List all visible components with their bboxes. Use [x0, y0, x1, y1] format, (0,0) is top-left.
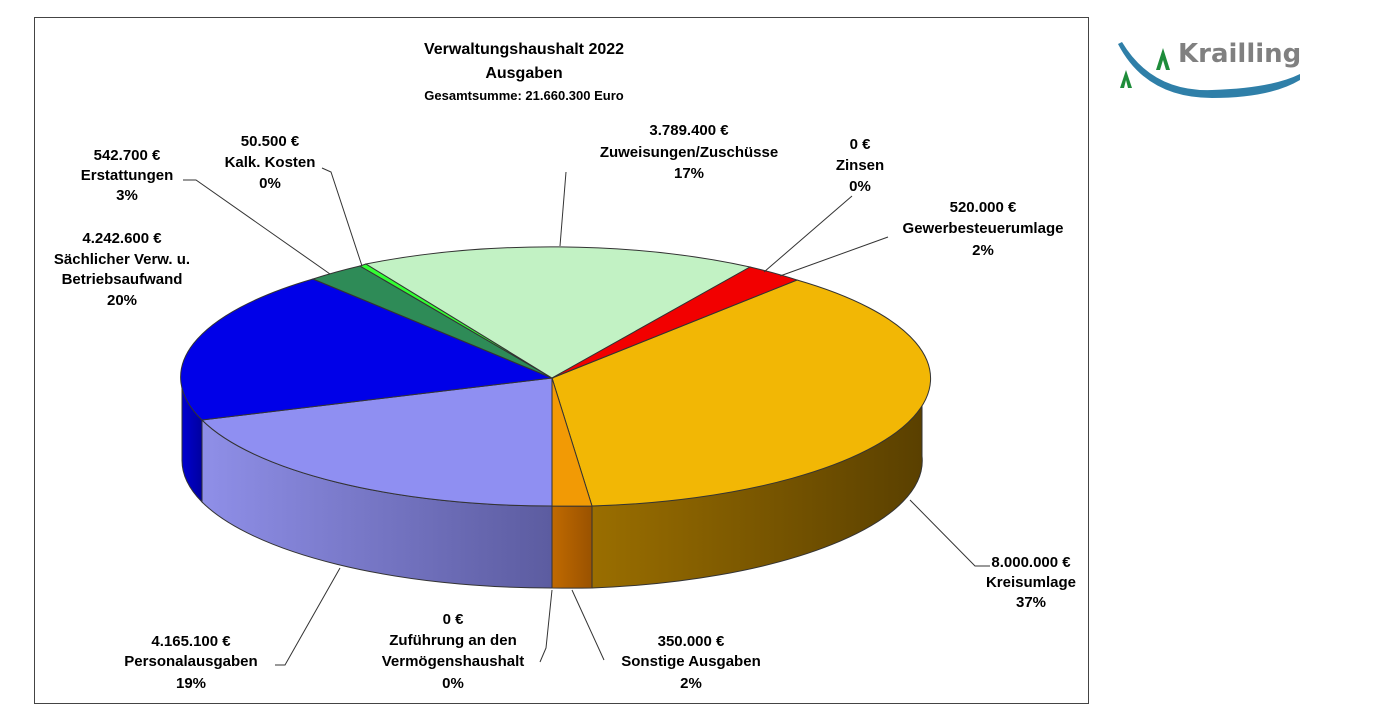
label-percent: 20% — [107, 292, 137, 309]
logo-tree-left — [1120, 70, 1132, 88]
chart-title: Verwaltungshaushalt 2022 — [424, 41, 624, 58]
label-percent: 0% — [442, 675, 464, 692]
leader-personal — [275, 567, 341, 666]
label-sonstige: 350.000 € Sonstige Ausgaben 2% — [621, 633, 760, 692]
leader-kalk — [321, 167, 363, 267]
label-percent: 0% — [259, 175, 281, 192]
leader-zinsen — [763, 195, 853, 273]
label-name-2: Vermögenshaushalt — [382, 653, 525, 670]
label-percent: 0% — [849, 178, 871, 195]
label-name: Kalk. Kosten — [225, 154, 316, 171]
leader-kreisumlage — [909, 499, 990, 567]
label-name: Personalausgaben — [124, 653, 257, 670]
label-name: Erstattungen — [81, 167, 174, 184]
label-zuweisungen: 3.789.400 € Zuweisungen/Zuschüsse 17% — [600, 122, 778, 182]
label-percent: 2% — [680, 675, 702, 692]
label-name: Kreisumlage — [986, 574, 1076, 591]
label-percent: 17% — [674, 165, 704, 182]
label-amount: 520.000 € — [950, 199, 1017, 216]
leader-sonstige — [571, 589, 605, 661]
label-name: Gewerbesteuerumlage — [903, 220, 1064, 237]
label-zufuehrung: 0 € Zuführung an den Vermögenshaushalt 0… — [382, 611, 525, 692]
label-erstattungen: 542.700 € Erstattungen 3% — [81, 147, 174, 204]
label-name: Zuweisungen/Zuschüsse — [600, 144, 778, 161]
label-amount: 350.000 € — [658, 633, 725, 650]
label-kreisumlage: 8.000.000 € Kreisumlage 37% — [986, 554, 1076, 611]
label-percent: 37% — [1016, 594, 1046, 611]
label-personal: 4.165.100 € Personalausgaben 19% — [124, 633, 257, 692]
chart-subtitle: Ausgaben — [485, 65, 562, 82]
label-saechlich: 4.242.600 € Sächlicher Verw. u. Betriebs… — [54, 230, 190, 309]
label-percent: 2% — [972, 242, 994, 259]
label-name: Sächlicher Verw. u. — [54, 251, 190, 268]
chart-total: Gesamtsumme: 21.660.300 Euro — [424, 88, 623, 103]
label-amount: 4.242.600 € — [82, 230, 162, 247]
label-amount: 8.000.000 € — [991, 554, 1071, 571]
slice-gewerbe — [551, 266, 799, 379]
slice-kreisumlage — [551, 279, 932, 507]
label-amount: 3.789.400 € — [649, 122, 729, 139]
label-kalk: 50.500 € Kalk. Kosten 0% — [225, 133, 316, 192]
label-name-2: Betriebsaufwand — [62, 271, 183, 288]
label-name: Zinsen — [836, 157, 884, 174]
label-name: Sonstige Ausgaben — [621, 653, 760, 670]
slice-zuweisungen — [364, 246, 752, 379]
label-amount: 0 € — [443, 611, 465, 628]
side-sonstige — [551, 505, 593, 589]
label-gewerbe: 520.000 € Gewerbesteuerumlage 2% — [903, 199, 1064, 259]
leader-gewerbe — [779, 236, 889, 277]
logo-tree-right — [1156, 48, 1170, 70]
label-amount: 0 € — [850, 136, 872, 153]
slice-saechlich — [180, 278, 554, 421]
label-name: Zuführung an den — [389, 632, 516, 649]
leader-zuweisungen — [559, 171, 567, 247]
leader-zufuehrung — [539, 589, 553, 663]
label-amount: 542.700 € — [94, 147, 161, 164]
leader-erstattungen — [183, 179, 331, 275]
logo-text: Krailling — [1178, 39, 1301, 69]
label-amount: 50.500 € — [241, 133, 300, 150]
label-percent: 19% — [176, 675, 206, 692]
label-percent: 3% — [116, 187, 138, 204]
krailling-logo: Krailling — [1118, 39, 1301, 98]
label-amount: 4.165.100 € — [151, 633, 231, 650]
label-zinsen: 0 € Zinsen 0% — [836, 136, 884, 195]
logo-arc — [1118, 42, 1300, 98]
